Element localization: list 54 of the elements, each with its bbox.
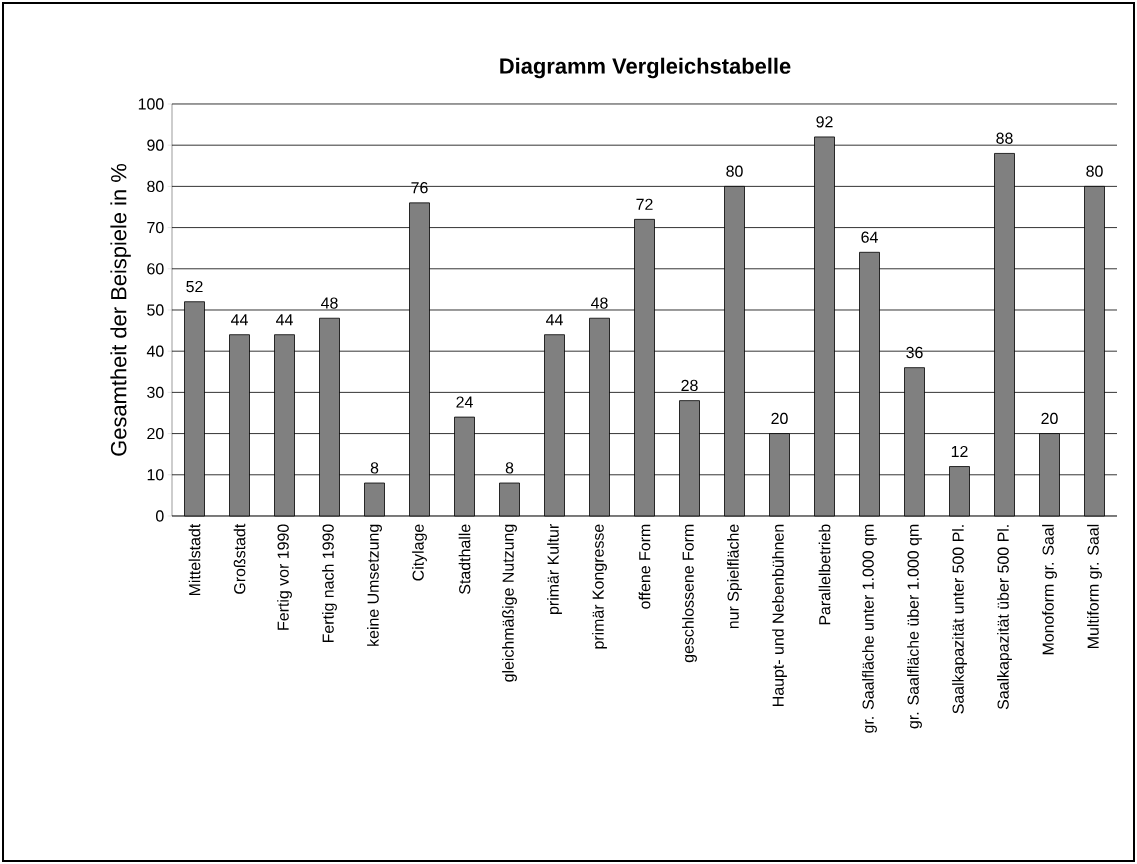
y-tick-label: 100 [138, 98, 164, 110]
chart-title: Diagramm Vergleichstabelle [500, 57, 791, 79]
x-tick-label: Multiform gr. Saal [1087, 524, 1102, 648]
x-tick-label: gr. Saalfläche über 1.000 qm [907, 524, 922, 729]
data-label: 24 [456, 396, 473, 408]
data-label: 72 [636, 198, 653, 210]
y-axis-title: Gesamtheit der Beispiele in % [110, 164, 131, 456]
y-tick-label: 10 [147, 469, 164, 481]
data-label: 48 [591, 297, 608, 309]
data-label: 92 [816, 116, 833, 128]
data-label: 20 [1041, 412, 1058, 425]
x-tick-label: Haupt- und Nebenbühnen [772, 524, 787, 706]
x-tick-label: Großstadt [233, 523, 246, 594]
x-tick-label: gr. Saalfläche unter 1.000 qm [862, 524, 877, 733]
data-label: 44 [546, 314, 563, 326]
y-tick-label: 40 [146, 345, 164, 357]
data-label: 8 [370, 462, 379, 474]
data-label: 80 [1086, 165, 1103, 177]
data-label: 44 [231, 314, 248, 326]
y-tick-label: 30 [147, 386, 164, 399]
data-label: 80 [726, 165, 743, 177]
x-tick-label: geschlossene Form [682, 524, 697, 663]
x-tick-label: offene Form [638, 524, 651, 609]
y-tick-label: 90 [147, 139, 164, 151]
data-label: 20 [771, 412, 788, 425]
x-tick-label: keine Umsetzung [367, 524, 382, 646]
data-label: 36 [906, 346, 923, 359]
data-label: 28 [681, 379, 698, 392]
x-tick-label: Fertig nach 1990 [322, 524, 337, 643]
x-tick-label: primär Kultur [547, 524, 562, 614]
data-label: 8 [505, 462, 514, 474]
x-tick-label: Monoform gr. Saal [1042, 524, 1057, 655]
y-tick-label: 80 [147, 180, 164, 193]
x-tick-label: Mittelstadt [188, 523, 201, 596]
x-tick-label: primär Kongresse [592, 524, 607, 649]
x-tick-label: Fertig vor 1990 [277, 524, 292, 630]
x-tick-label: Saalkapazität über 500 Pl. [997, 525, 1012, 710]
x-tick-label: Parallelbetrieb [818, 524, 831, 625]
x-tick-label: Citylage [412, 524, 427, 581]
data-label: 44 [276, 314, 293, 326]
data-label: 52 [186, 280, 203, 293]
y-tick-label: 60 [147, 263, 164, 275]
y-tick-label: 0 [156, 510, 164, 522]
data-label: 48 [321, 297, 338, 309]
y-tick-label: 70 [147, 221, 164, 234]
y-tick-label: 50 [147, 304, 164, 316]
x-tick-label: nur Spielfläche [727, 524, 742, 629]
x-tick-label: Saalkapazität unter 500 Pl. [952, 525, 967, 714]
y-tick-label: 20 [147, 427, 164, 440]
x-tick-label: gleichmäßige Nutzung [502, 524, 517, 682]
data-label: 88 [996, 132, 1013, 144]
x-tick-label: Stadthalle [458, 524, 471, 594]
data-label: 64 [861, 231, 878, 243]
data-label: 12 [951, 445, 968, 458]
